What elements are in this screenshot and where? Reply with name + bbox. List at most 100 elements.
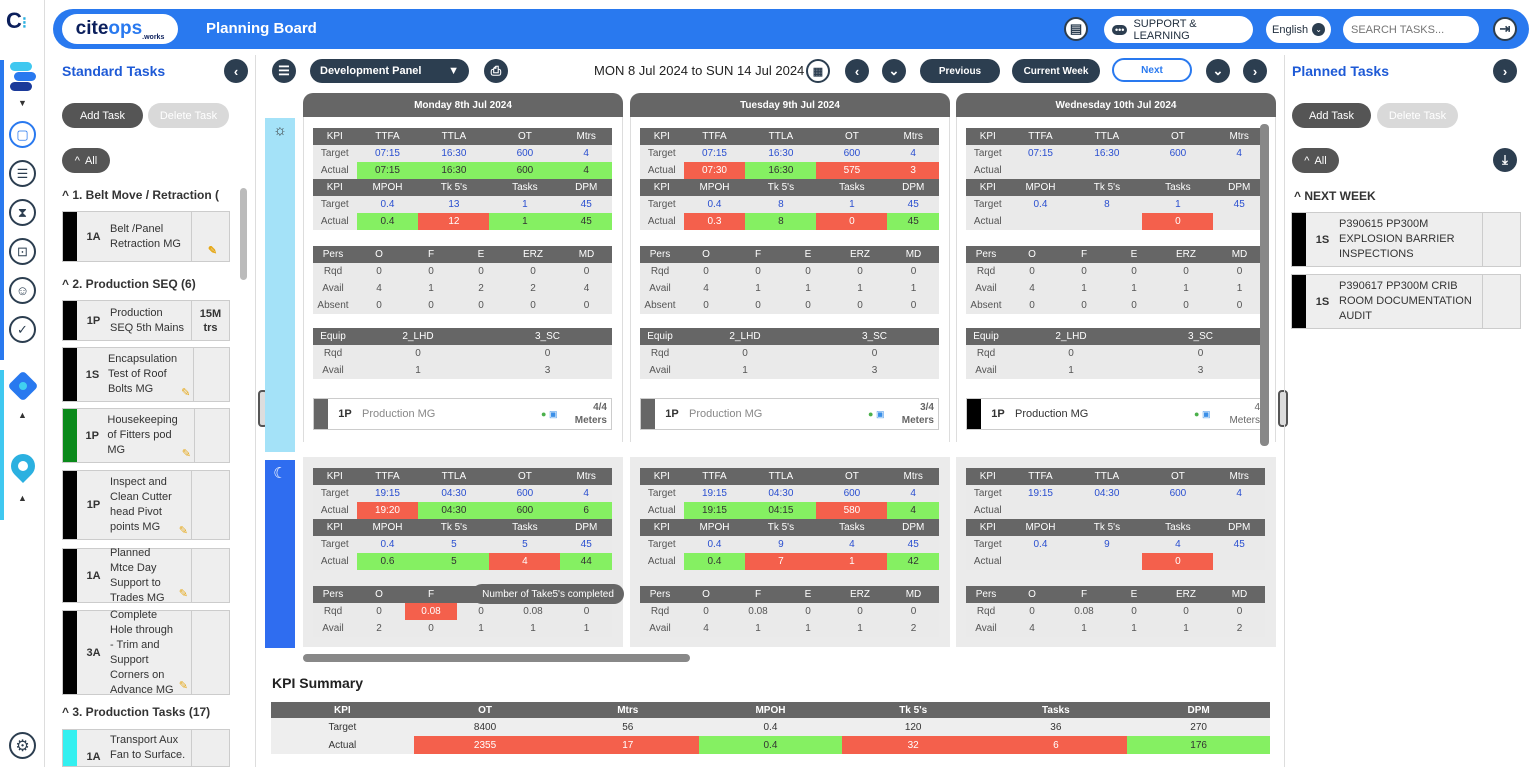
language-select[interactable]: English ⌄ bbox=[1266, 16, 1331, 43]
expand-icon[interactable]: ▼ bbox=[18, 98, 27, 108]
board-horizontal-scrollbar[interactable] bbox=[303, 654, 690, 662]
panel-select[interactable]: Development Panel ▼ bbox=[310, 59, 469, 83]
search-tasks-input[interactable] bbox=[1343, 16, 1479, 43]
collapse-icon[interactable]: ▲ bbox=[18, 410, 27, 420]
scheduled-task-card[interactable]: 1P Production MG ● ▣ 3/4 Meters bbox=[640, 398, 939, 430]
document-icon[interactable]: ▤ bbox=[1064, 17, 1088, 41]
kpi-summary-table: KPI OT Mtrs MPOH Tk 5's Tasks DPM Target 8400 56… bbox=[271, 702, 1270, 754]
delete-task-button[interactable]: Delete Task bbox=[148, 103, 229, 128]
task-card[interactable]: 1S Encapsulation Test of Roof Bolts MG ✎ bbox=[62, 347, 230, 402]
pencil-icon[interactable]: ✎ bbox=[181, 387, 191, 399]
kpi-cell: MPOH bbox=[683, 519, 746, 536]
kpi-cell: 3_SC bbox=[810, 328, 939, 345]
logout-icon[interactable]: ⇥ bbox=[1493, 17, 1517, 41]
prev-week-arrow-icon[interactable]: ‹ bbox=[845, 59, 869, 83]
right-splitter-handle[interactable] bbox=[1278, 390, 1288, 427]
planned-add-task-button[interactable]: Add Task bbox=[1292, 103, 1371, 128]
filter-all-button[interactable]: ^ All bbox=[62, 148, 110, 173]
kpi-cell: F bbox=[732, 586, 784, 603]
group-header[interactable]: ^ 2. Production SEQ (6) bbox=[62, 277, 196, 291]
support-button[interactable]: ••• SUPPORT & LEARNING bbox=[1104, 16, 1253, 43]
kpi-cell: Tk 5's bbox=[418, 179, 490, 196]
diamond-app-icon[interactable] bbox=[7, 370, 39, 402]
task-status-icons[interactable]: ● ▣ bbox=[1194, 409, 1220, 420]
kpi-cell: 8 bbox=[745, 196, 817, 213]
calendar-icon[interactable]: ▦ bbox=[806, 59, 830, 83]
download-icon[interactable]: ⤓ bbox=[1493, 148, 1517, 172]
planned-filter-all-button[interactable]: ^ All bbox=[1292, 148, 1339, 173]
collapse-week-icon[interactable]: ⌄ bbox=[1206, 59, 1230, 83]
hourglass-icon[interactable]: ⧗ bbox=[9, 199, 36, 226]
menu-icon[interactable]: ☰ bbox=[272, 59, 296, 83]
kpi-cell: 0 bbox=[1158, 603, 1214, 620]
user-icon[interactable]: ☺ bbox=[9, 277, 36, 304]
next-button[interactable]: Next bbox=[1112, 58, 1192, 82]
task-card[interactable]: 1A Planned Mtce Day Support to Trades MG ✎ bbox=[62, 547, 230, 604]
app-logo[interactable]: C⁝ bbox=[6, 8, 27, 33]
add-task-button[interactable]: Add Task bbox=[62, 103, 143, 128]
task-code: 1P bbox=[86, 314, 101, 327]
pencil-icon[interactable]: ✎ bbox=[178, 680, 188, 692]
kpi-cell bbox=[1009, 502, 1072, 519]
task-card[interactable]: 1P Production SEQ 5th Mains 15M trs bbox=[62, 300, 230, 341]
current-week-button[interactable]: Current Week bbox=[1012, 59, 1100, 83]
copy-icon[interactable]: ▣ bbox=[1201, 408, 1211, 419]
kpi-cell: Actual bbox=[640, 502, 684, 519]
collapse-right-panel-icon[interactable]: › bbox=[1493, 59, 1517, 83]
support-label: SUPPORT & LEARNING bbox=[1133, 17, 1197, 42]
pencil-icon[interactable]: ✎ bbox=[207, 245, 218, 257]
board-vertical-scrollbar[interactable] bbox=[1260, 124, 1269, 446]
kpi-cell: Mtrs bbox=[887, 128, 939, 145]
scheduled-task-card[interactable]: 1P Production MG ● ▣ 4 Meters bbox=[966, 398, 1265, 430]
summary-cell: 0.4 bbox=[699, 736, 842, 754]
kpi-cell: Target bbox=[313, 196, 357, 213]
collapse-left-panel-icon[interactable]: ‹ bbox=[224, 59, 248, 83]
vehicle-icon[interactable]: ⊡ bbox=[9, 238, 36, 265]
task-card[interactable]: 1P Housekeeping of Fitters pod MG ✎ bbox=[62, 408, 230, 463]
next-week-arrow-icon[interactable]: › bbox=[1243, 59, 1267, 83]
expand-week-icon[interactable]: ⌄ bbox=[882, 59, 906, 83]
previous-button[interactable]: Previous bbox=[920, 59, 1000, 83]
kpi-cell: KPI bbox=[966, 128, 1010, 145]
group-header[interactable]: ^ 3. Production Tasks (17) bbox=[62, 705, 211, 719]
board-icon[interactable]: ▢ bbox=[9, 121, 36, 148]
left-scrollbar[interactable] bbox=[240, 188, 247, 280]
apps-stack-icon[interactable] bbox=[8, 62, 38, 92]
task-status-icons[interactable]: ● ▣ bbox=[868, 409, 894, 420]
kpi-cell: 2 bbox=[505, 280, 561, 297]
kpi-actual-row: Actual 0 bbox=[966, 553, 1265, 570]
kpi-cell: 0 bbox=[505, 263, 561, 280]
scheduled-task-card[interactable]: 1P Production MG ● ▣ 4/4 Meters bbox=[313, 398, 612, 430]
planned-delete-task-button[interactable]: Delete Task bbox=[1377, 103, 1458, 128]
pers-avail-row: Avail 4 1 1 1 2 bbox=[640, 620, 939, 637]
task-card[interactable]: 1A Transport Aux Fan to Surface. bbox=[62, 729, 230, 767]
group-header[interactable]: ^ 1. Belt Move / Retraction ( bbox=[62, 188, 220, 202]
check-icon[interactable]: ✓ bbox=[9, 316, 36, 343]
kpi-actual-row: Actual 07:30 16:30 575 3 bbox=[640, 162, 939, 179]
group-header[interactable]: ^ NEXT WEEK bbox=[1294, 189, 1376, 203]
copy-icon[interactable]: ▣ bbox=[548, 408, 558, 419]
list-icon[interactable]: ☰ bbox=[9, 160, 36, 187]
planned-task-card[interactable]: 1S P390617 PP300M CRIB ROOM DOCUMENTATION… bbox=[1291, 274, 1521, 329]
pencil-icon[interactable]: ✎ bbox=[181, 448, 191, 460]
location-pin-icon[interactable] bbox=[6, 449, 40, 483]
add-circle-icon[interactable]: ● bbox=[1194, 408, 1202, 419]
print-icon[interactable]: ⎙ bbox=[484, 59, 508, 83]
copy-icon[interactable]: ▣ bbox=[875, 408, 885, 419]
task-card[interactable]: 1A Belt /Panel Retraction MG ✎ bbox=[62, 211, 230, 262]
pencil-icon[interactable]: ✎ bbox=[178, 525, 188, 537]
task-card[interactable]: 1P Inspect and Clean Cutter head Pivot po… bbox=[62, 470, 230, 540]
task-card[interactable]: 3A Complete Hole through - Trim and Suppo… bbox=[62, 609, 230, 696]
kpi-cell: 0.08 bbox=[732, 603, 784, 620]
collapse-icon-2[interactable]: ▲ bbox=[18, 493, 27, 503]
kpi-cell: ERZ bbox=[1158, 246, 1214, 263]
add-circle-icon[interactable]: ● bbox=[541, 408, 549, 419]
pencil-icon[interactable]: ✎ bbox=[178, 588, 188, 600]
brand-logo[interactable]: cite ops .works bbox=[62, 14, 178, 44]
planned-task-card[interactable]: 1S P390615 PP300M EXPLOSION BARRIER INSPE… bbox=[1291, 212, 1521, 267]
settings-gear-icon[interactable]: ⚙ bbox=[9, 732, 36, 759]
add-circle-icon[interactable]: ● bbox=[868, 408, 876, 419]
kpi-cell: OT bbox=[1142, 128, 1214, 145]
task-status-icons[interactable]: ● ▣ bbox=[541, 409, 567, 420]
kpi-cell: 1 bbox=[732, 280, 784, 297]
